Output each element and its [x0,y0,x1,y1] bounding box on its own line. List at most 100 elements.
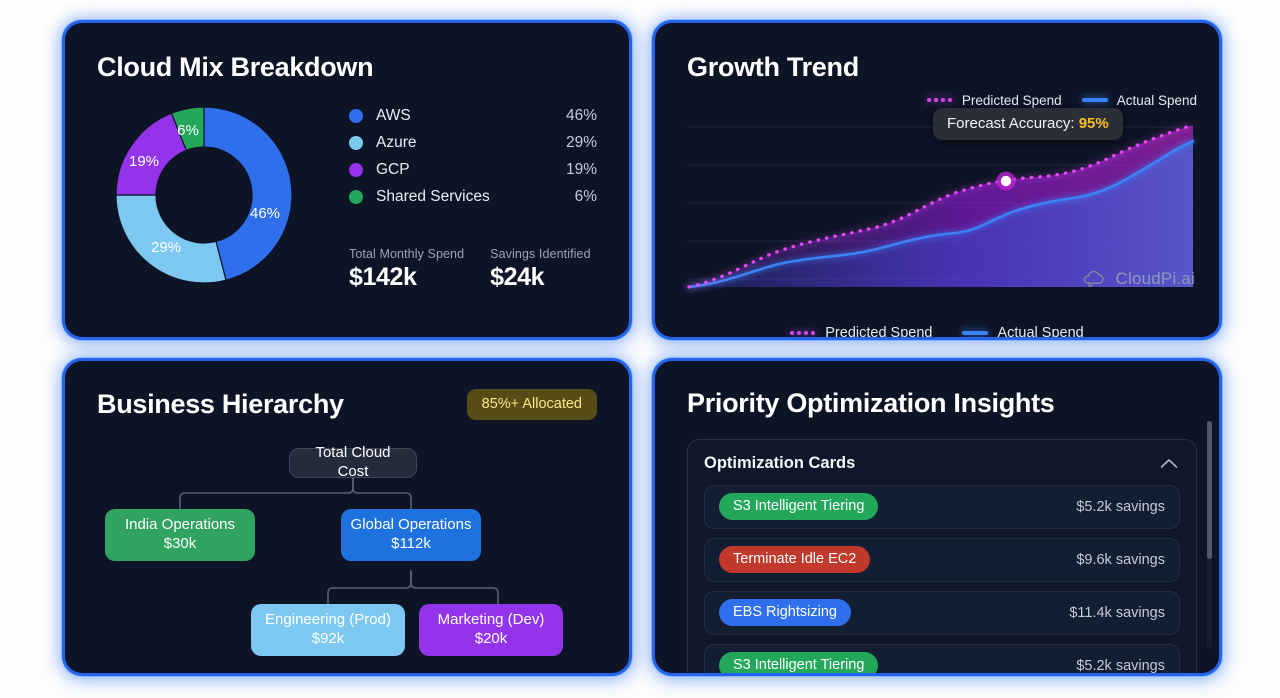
forecast-accuracy-tooltip: Forecast Accuracy: 95% [933,107,1123,140]
kpi-total-monthly-spend: Total Monthly Spend $142k [349,247,464,292]
legend-item-aws[interactable]: AWS 46% [349,103,597,129]
legend-color-dot-icon [349,162,363,177]
legend-item-predicted-spend[interactable]: Predicted Spend [790,325,932,337]
forecast-marker[interactable] [996,171,1016,191]
growth-trend-chart: Predicted Spend Actual Spend [655,92,1219,337]
optimization-row[interactable]: S3 Intelligent Tiering $5.2k savings [704,484,1180,529]
optimization-label-pill: S3 Intelligent Tiering [719,493,879,521]
legend-item-predicted-spend[interactable]: Predicted Spend [926,92,1062,108]
legend-label: Predicted Spend [961,92,1062,108]
legend-label: Azure [376,133,417,151]
optimization-scrollbar-thumb[interactable] [1207,421,1212,559]
donut-slice-azure [115,194,227,284]
optimization-cards-list: S3 Intelligent Tiering $5.2k savings Ter… [688,484,1196,674]
actual-spend-area [689,140,1193,287]
legend-label: Shared Services [376,187,490,205]
connector-global-to-engineering [327,570,412,605]
cloud-mix-breakdown-card: Cloud Mix Breakdown 46% [62,20,632,340]
legend-value: 19% [565,160,597,178]
cloud-mix-side-panel: AWS 46% Azure 29% GCP 19% [311,97,597,293]
legend-color-dot-icon [349,189,363,204]
dotted-line-icon [926,98,953,103]
tree-node-engineering-prod[interactable]: Engineering (Prod) $92k [251,604,405,656]
tree-connectors [179,475,499,605]
allocation-status-badge: 85%+ Allocated [466,389,597,420]
chevron-up-icon[interactable] [1160,458,1178,469]
dotted-line-icon [790,330,816,335]
legend-item-shared-services[interactable]: Shared Services 6% [349,184,597,210]
cloud-mix-body: 46% 29% 19% 6% AWS 46% [97,97,597,293]
optimization-savings: $5.2k savings [1076,657,1165,674]
solid-line-icon [962,330,989,335]
kpi-savings-identified: Savings Identified $24k [490,247,590,292]
solid-line-icon [1081,98,1108,103]
donut-label-azure: 29% [151,239,181,256]
kpi-value: $142k [349,262,417,291]
legend-item-gcp[interactable]: GCP 19% [349,157,597,183]
legend-label: Actual Spend [997,324,1084,340]
legend-value: 6% [574,187,597,205]
priority-optimization-insights-card: Priority Optimization Insights Optimizat… [652,358,1222,676]
growth-legend-top: Predicted Spend Actual Spend [926,92,1197,108]
cloud-mix-title: Cloud Mix Breakdown [97,52,374,82]
priority-optimization-title: Priority Optimization Insights [687,388,1055,418]
tree-node-label: Marketing (Dev) [437,611,545,629]
optimization-row[interactable]: EBS Rightsizing $11.4k savings [704,590,1180,635]
hierarchy-tree: Total Cloud Cost India Operations $30k G… [97,436,597,656]
growth-trend-card: Growth Trend Predicted Spend Actual Spen… [652,20,1222,340]
watermark-text: CloudPi.ai [1115,268,1195,288]
donut-label-shared-services: 6% [177,122,199,139]
legend-label: GCP [376,160,410,178]
actual-spend-line [687,139,1195,288]
donut-svg: 46% 29% 19% 6% [115,106,293,284]
tree-node-label: Total Cloud Cost [315,444,391,480]
growth-legend-bottom: Predicted Spend Actual Spend [655,324,1219,340]
legend-item-actual-spend[interactable]: Actual Spend [962,324,1084,340]
kpi-value: $24k [490,262,545,291]
legend-label: AWS [376,106,411,124]
cloud-mix-donut-chart: 46% 29% 19% 6% [97,97,311,293]
tree-node-total-cloud-cost[interactable]: Total Cloud Cost [289,444,417,480]
donut-label-gcp: 19% [129,153,159,170]
tree-node-label: Global Operations [350,516,472,534]
donut-slice-aws [203,106,293,281]
optimization-cards-panel: Optimization Cards S3 Intelligent Tierin… [687,438,1197,674]
optimization-label-pill: Terminate Idle EC2 [719,546,871,574]
tree-node-label: India Operations [124,516,236,534]
optimization-label-pill: S3 Intelligent Tiering [719,652,879,673]
optimization-row[interactable]: Terminate Idle EC2 $9.6k savings [704,537,1180,582]
cloudpi-watermark: CloudPi.ai [1081,269,1196,289]
legend-item-azure[interactable]: Azure 29% [349,130,597,156]
tree-node-value: $92k [311,630,345,647]
optimization-row[interactable]: S3 Intelligent Tiering $5.2k savings [704,643,1180,674]
donut-slice-shared-services [170,106,205,151]
tree-node-india-operations[interactable]: India Operations $30k [105,509,255,561]
tree-node-value: $20k [474,630,508,647]
legend-value: 46% [565,106,597,124]
tree-node-marketing-dev[interactable]: Marketing (Dev) $20k [419,604,563,656]
tree-node-value: $112k [391,535,431,552]
optimization-label-pill: EBS Rightsizing [719,599,851,627]
predicted-spend-line [687,123,1195,289]
tree-node-label: Engineering (Prod) [265,611,391,629]
business-hierarchy-header: Business Hierarchy 85%+ Allocated [97,389,597,420]
growth-trend-title: Growth Trend [687,52,859,82]
connector-global-to-marketing [410,570,499,605]
tree-node-global-operations[interactable]: Global Operations $112k [341,509,481,561]
optimization-savings: $9.6k savings [1076,551,1165,568]
optimization-cards-header[interactable]: Optimization Cards [688,440,1196,485]
donut-label-aws: 46% [250,205,280,222]
growth-chart-svg [687,123,1195,289]
legend-color-dot-icon [349,108,363,123]
business-hierarchy-card: Business Hierarchy 85%+ Allocated Total [62,358,632,676]
business-hierarchy-title: Business Hierarchy [97,388,344,419]
cloud-refresh-icon [1083,270,1104,287]
tree-node-value: $30k [163,535,197,552]
optimization-cards-title: Optimization Cards [704,453,856,472]
kpi-label: Savings Identified [490,246,591,261]
legend-item-actual-spend[interactable]: Actual Spend [1081,92,1197,108]
optimization-scrollbar-track[interactable] [1207,421,1212,649]
legend-label: Actual Spend [1116,92,1197,108]
legend-value: 29% [565,133,597,151]
tooltip-label: Forecast Accuracy: [947,114,1075,132]
